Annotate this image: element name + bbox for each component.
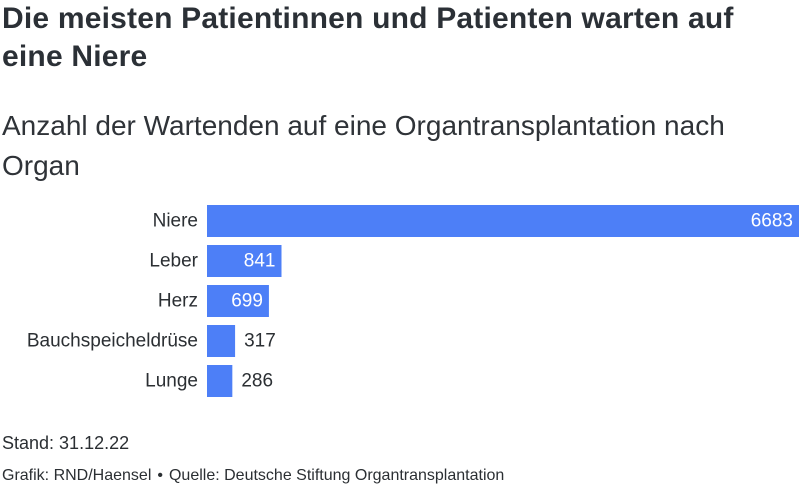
bar-leber — [207, 245, 282, 277]
credit-separator: • — [157, 467, 163, 484]
credit-line: Grafik: RND/Haensel • Quelle: Deutsche Sti… — [2, 465, 504, 487]
value-label-leber: 841 — [244, 251, 276, 272]
chart-title: Die meisten Patientinnen und Patienten w… — [2, 2, 734, 73]
value-label-lunge: 286 — [241, 371, 273, 392]
bar-niere — [207, 205, 799, 237]
value-label-niere: 6683 — [751, 211, 793, 232]
credit-author: Grafik: RND/Haensel — [2, 467, 152, 484]
date-note: Stand: 31.12.22 — [2, 433, 130, 453]
credit-source: Quelle: Deutsche Stiftung Organtransplan… — [168, 467, 505, 484]
category-label-herz: Herz — [158, 291, 198, 312]
category-label-lunge: Lunge — [145, 371, 198, 392]
bar-chart: Niere 6683 Leber 841 Herz 699 Bauchspeicheldrü… — [0, 196, 800, 406]
bar-bauchspeicheldruese — [207, 325, 236, 357]
bar-herz — [207, 285, 269, 317]
bar-chart-svg: Niere 6683 Leber 841 Herz 699 Bauchspeicheldrü… — [27, 205, 799, 397]
value-label-herz: 699 — [231, 291, 263, 312]
value-label-bauchspeicheldruese: 317 — [244, 331, 276, 352]
chart-subtitle: Anzahl der Wartenden auf eine Organtrans… — [2, 110, 725, 181]
category-label-niere: Niere — [153, 211, 198, 232]
category-label-bauchspeicheldruese: Bauchspeicheldrüse — [27, 331, 198, 352]
bar-lunge — [207, 365, 233, 397]
category-label-leber: Leber — [149, 251, 198, 272]
